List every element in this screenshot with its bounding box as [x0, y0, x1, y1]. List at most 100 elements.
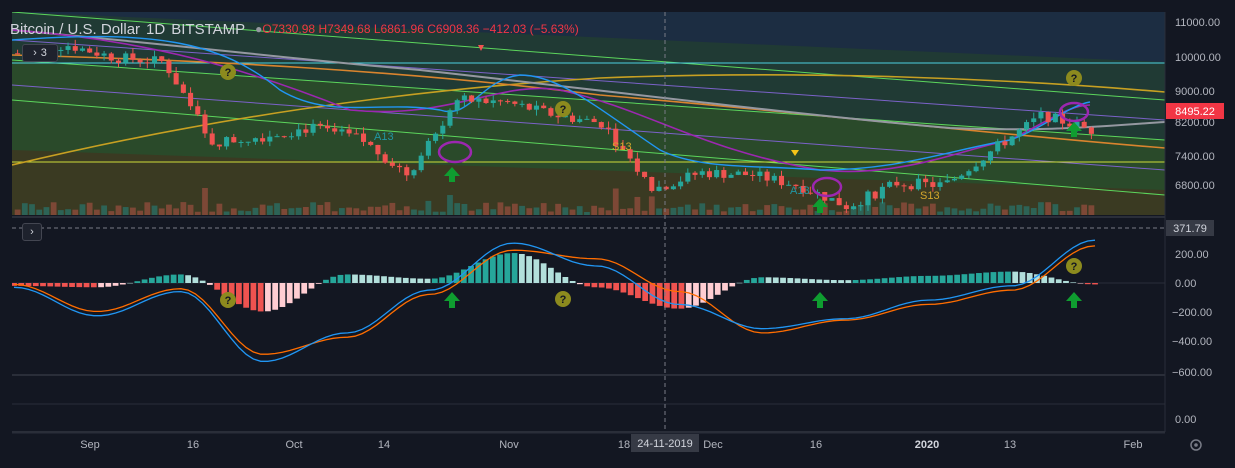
candle-body: [216, 144, 222, 147]
volume-bar: [641, 210, 648, 215]
candle-body: [750, 175, 756, 177]
histogram-bar: [1084, 283, 1091, 285]
candle-body: [569, 115, 576, 122]
volume-bar: [973, 211, 979, 215]
histogram-bar: [997, 271, 1004, 283]
histogram-bar: [1077, 283, 1084, 284]
candle-body: [1024, 122, 1030, 130]
candle-body: [173, 73, 179, 85]
volume-bar: [115, 205, 122, 215]
histogram-bar: [1041, 275, 1048, 283]
last-price-value: 8495.22: [1175, 106, 1215, 118]
arrow-up-icon: [812, 292, 828, 308]
volume-bar: [288, 208, 295, 215]
candle-body: [1081, 121, 1087, 128]
third-pane-tick: 0.00: [1175, 414, 1196, 426]
crosshair-value-label: [1166, 220, 1214, 236]
histogram-bar: [228, 283, 235, 300]
interval-label[interactable]: 1D: [146, 20, 166, 38]
histogram-bar: [112, 283, 119, 286]
candle-body: [303, 129, 309, 133]
volume-bar: [1066, 210, 1073, 215]
volume-bar: [367, 206, 374, 215]
candle-body: [555, 115, 561, 118]
volume-bar: [36, 209, 43, 215]
histogram-bar: [765, 277, 772, 283]
candle-body: [368, 141, 374, 145]
macd-legend-toggle-button[interactable]: ›: [22, 223, 42, 241]
candle-body: [807, 192, 813, 194]
candle-body: [361, 133, 367, 142]
volume-bar: [1009, 205, 1016, 215]
histogram-bar: [787, 278, 794, 283]
symbol-title[interactable]: Bitcoin / U.S. Dollar: [10, 20, 141, 38]
candle-body: [433, 133, 439, 141]
volume-bar: [634, 196, 641, 215]
volume-bar: [209, 211, 216, 215]
volume-bar: [439, 211, 446, 215]
volume-bar: [793, 209, 799, 215]
down-triangle-marker: [791, 150, 799, 156]
candle-body: [490, 100, 496, 104]
candle-body: [483, 98, 489, 104]
volume-bar: [490, 209, 497, 215]
candle-body: [778, 175, 785, 186]
volume-bar: [72, 209, 79, 215]
histogram-bar: [562, 277, 569, 283]
histogram-bar: [373, 275, 380, 283]
volume-bar: [540, 203, 547, 215]
histogram-bar: [635, 283, 641, 299]
histogram-bar: [917, 275, 924, 283]
channel-line-mid: [12, 59, 1165, 141]
histogram-bar: [410, 278, 416, 283]
candle-body: [786, 184, 792, 186]
histogram-bar: [25, 283, 32, 286]
svg-text:?: ?: [225, 295, 232, 307]
price-tick: 10000.00: [1175, 52, 1221, 64]
histogram-bar: [606, 283, 612, 289]
time-label: Feb: [1124, 439, 1143, 451]
volume-bar: [764, 205, 770, 215]
time-axis[interactable]: [0, 433, 1235, 463]
candle-body: [980, 160, 986, 167]
price-tick: 9000.00: [1175, 86, 1215, 98]
candle-body: [670, 186, 676, 190]
volume-bar: [562, 207, 569, 215]
volume-bar: [821, 203, 828, 215]
settings-gear-icon[interactable]: [1190, 439, 1202, 451]
histogram-bar: [983, 272, 990, 283]
candle-body: [966, 171, 972, 176]
histogram-bar: [1005, 271, 1011, 283]
histogram-bar: [344, 274, 351, 283]
histogram-bar: [395, 277, 402, 283]
histogram-bar: [1063, 280, 1069, 283]
histogram-bar: [577, 283, 583, 285]
volume-bar: [202, 188, 208, 215]
volume-bar: [274, 203, 280, 215]
ma-200-line: [12, 74, 1165, 166]
candle-body: [714, 170, 720, 178]
indicators-toggle-button[interactable]: › 3: [22, 44, 58, 62]
volume-bar: [886, 205, 893, 215]
histogram-bar: [961, 274, 968, 283]
volume-bar: [483, 202, 489, 215]
histogram-bar: [874, 278, 881, 283]
volume-bar: [944, 207, 951, 215]
histogram-bar: [722, 283, 728, 291]
histogram-bar: [867, 279, 873, 283]
channel-line-purple-1: [12, 39, 1165, 121]
candle-body: [577, 119, 583, 122]
time-label: 18: [618, 439, 630, 451]
candle-body: [101, 53, 107, 56]
histogram-bar: [69, 283, 75, 287]
candle-body: [310, 123, 316, 133]
open-value: O7330.98: [262, 22, 316, 36]
volume-bar: [339, 208, 345, 215]
candle-body: [606, 127, 612, 129]
macd-tick: 0.00: [1175, 278, 1196, 290]
histogram-bar: [1048, 277, 1055, 283]
candle-body: [944, 180, 950, 183]
histogram-bar: [359, 274, 366, 283]
volume-bar: [14, 209, 21, 215]
